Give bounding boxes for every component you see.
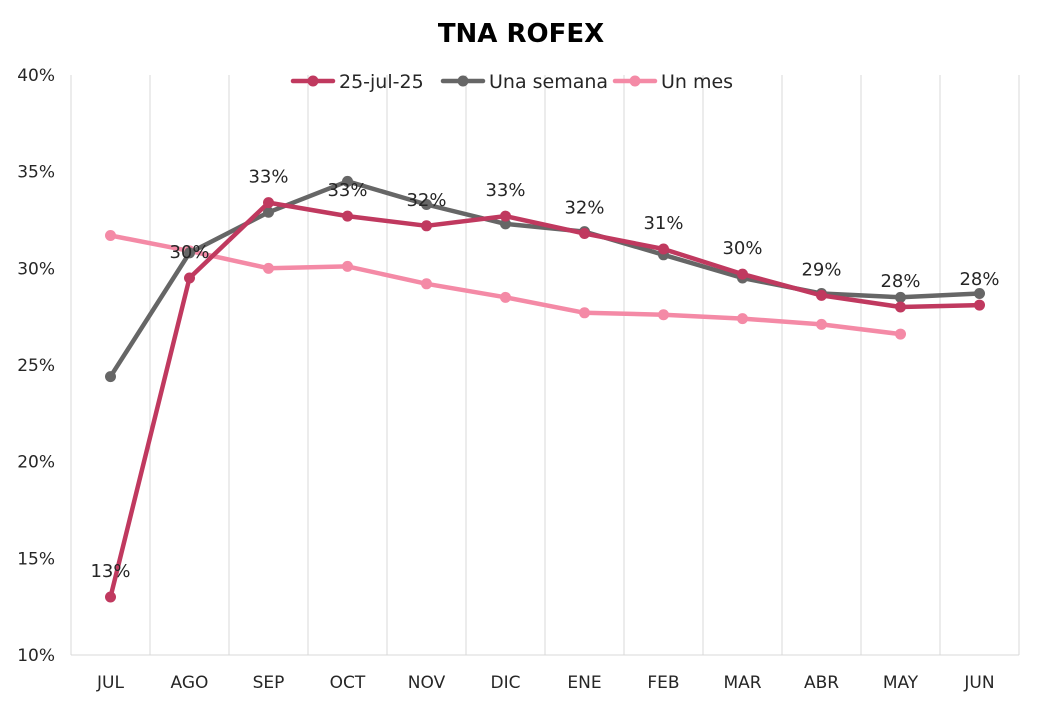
data-point <box>895 301 906 313</box>
legend-item: Una semana <box>440 71 608 93</box>
data-label: 13% <box>90 561 130 582</box>
grid <box>70 75 1020 656</box>
x-tick-label: ENE <box>567 673 601 693</box>
data-label: 28% <box>959 269 999 290</box>
y-tick-label: 20% <box>17 453 55 473</box>
data-label: 29% <box>801 259 841 280</box>
data-point <box>974 299 985 311</box>
y-tick-label: 35% <box>17 163 55 183</box>
data-point <box>105 371 116 383</box>
x-tick-label: MAY <box>883 673 919 693</box>
legend-item: 25-jul-25 <box>290 71 424 93</box>
x-tick-label: SEP <box>253 673 285 693</box>
data-point <box>658 243 669 255</box>
x-tick-label: NOV <box>408 673 446 693</box>
data-point <box>579 228 590 240</box>
data-labels: 13% 30% 33% 33% 32% 33% 32% 31% 30% 29% 28% 28% <box>90 167 999 582</box>
legend-label: Un mes <box>661 71 733 93</box>
series-group <box>105 175 985 603</box>
data-label: 28% <box>880 271 920 292</box>
data-point <box>816 318 827 330</box>
x-tick-label: OCT <box>330 673 366 693</box>
x-tick-label: JUN <box>963 673 994 693</box>
x-tick-label: DIC <box>491 673 521 693</box>
y-tick-label: 15% <box>17 549 55 569</box>
x-tick-label: ABR <box>804 673 839 693</box>
data-point <box>500 218 511 230</box>
data-point <box>500 210 511 222</box>
data-label: 31% <box>643 213 683 234</box>
data-point <box>263 206 274 218</box>
data-label: 30% <box>722 238 762 259</box>
legend-swatch-marker <box>457 75 469 87</box>
data-label: 33% <box>327 180 367 201</box>
legend-label: Una semana <box>489 71 608 93</box>
data-point <box>895 291 906 303</box>
data-point <box>421 220 432 232</box>
data-point <box>342 175 353 187</box>
data-point <box>737 268 748 280</box>
data-point <box>184 272 195 284</box>
x-tick-label: JUL <box>96 673 124 693</box>
data-point <box>974 287 985 299</box>
data-point <box>421 278 432 290</box>
data-label: 32% <box>406 190 446 211</box>
data-label: 33% <box>485 180 525 201</box>
data-point <box>658 309 669 321</box>
data-point <box>263 262 274 274</box>
series-line <box>108 179 982 379</box>
x-tick-label: FEB <box>647 673 679 693</box>
data-point <box>105 591 116 603</box>
data-point <box>579 307 590 319</box>
data-point <box>342 210 353 222</box>
y-axis-ticks: 10% 15% 20% 25% 30% 35% 40% <box>17 66 55 666</box>
data-label: 30% <box>169 242 209 263</box>
data-label: 33% <box>248 167 288 188</box>
data-point <box>816 289 827 301</box>
data-point <box>184 247 195 259</box>
x-tick-label: AGO <box>171 673 209 693</box>
x-axis-ticks: JUL AGO SEP OCT NOV DIC ENE FEB MAR ABR MAY JUN <box>96 673 995 693</box>
chart-title: TNA ROFEX <box>438 19 604 49</box>
data-point <box>263 197 274 209</box>
data-point <box>105 229 116 241</box>
data-point <box>421 199 432 211</box>
y-tick-label: 25% <box>17 356 55 376</box>
data-point <box>895 328 906 340</box>
y-tick-label: 10% <box>17 646 55 666</box>
series-25-jul-25 <box>105 197 985 603</box>
y-tick-label: 30% <box>17 259 55 279</box>
legend-item: Un mes <box>612 71 733 93</box>
y-tick-label: 40% <box>17 66 55 86</box>
data-point <box>737 313 748 325</box>
legend-swatch-marker <box>629 75 641 87</box>
data-label: 32% <box>564 198 604 219</box>
legend-label: 25-jul-25 <box>339 71 424 93</box>
legend: 25-jul-25 Una semana Un mes <box>290 71 733 93</box>
legend-swatch-marker <box>307 75 319 87</box>
data-point <box>500 291 511 303</box>
series-line <box>108 200 982 600</box>
data-point <box>342 260 353 272</box>
x-tick-label: MAR <box>723 673 761 693</box>
